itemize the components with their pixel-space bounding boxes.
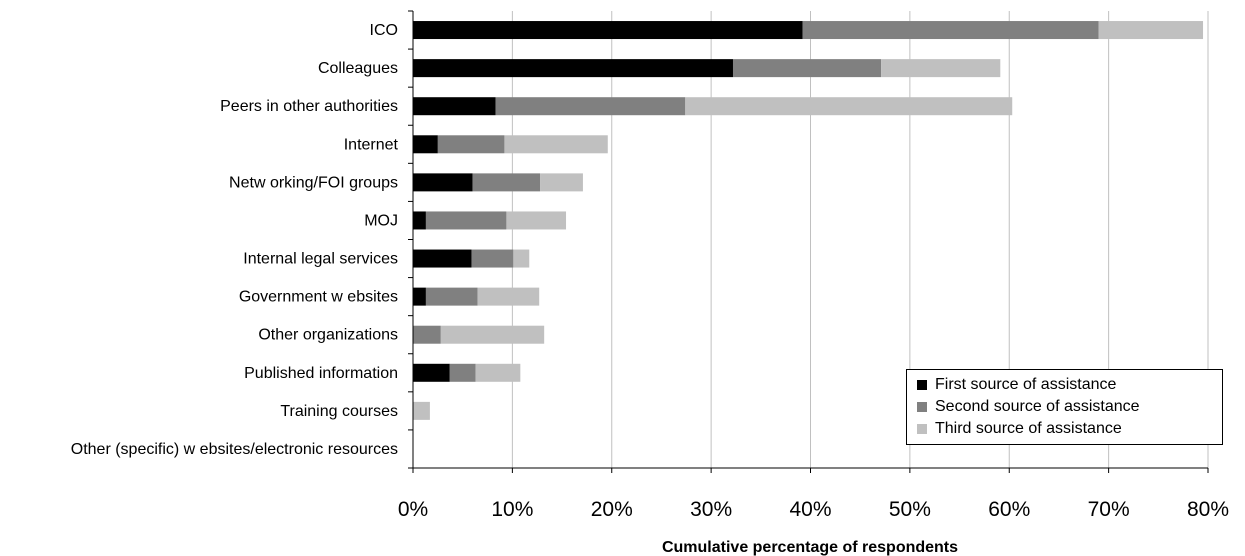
x-tick-label: 50% [889,498,931,521]
bar-segment-third [477,287,540,306]
bar-segment-first [413,97,496,116]
bar-segment-first [413,363,450,382]
category-label: Other organizations [258,327,398,344]
legend-swatch-second [917,402,927,412]
category-label: Training courses [280,403,398,420]
category-label: Other (specific) w ebsites/electronic re… [71,441,398,458]
bar-segment-third [413,401,430,420]
bar-segment-first [413,287,426,306]
bar-segment-second [449,363,476,382]
bar-segment-third [440,325,545,344]
bars [413,21,1204,420]
category-label: ICO [370,22,398,39]
legend-item-third: Third source of assistance [917,419,1122,439]
bar-segment-second [732,59,882,78]
bar-segment-second [802,21,1099,40]
bar-segment-third [513,249,530,268]
category-label: MOJ [364,212,398,229]
bar-segment-first [413,135,438,154]
x-axis-title: Cumulative percentage of respondents [662,539,958,556]
legend-label-third: Third source of assistance [935,420,1122,437]
bar-segment-third [504,135,608,154]
x-tick-label: 60% [988,498,1030,521]
x-tick-labels: 0% 10% 20% 30% 40% 50% 60% 70% 80% [398,498,1229,521]
category-labels: ICO Colleagues Peers in other authorities I… [71,22,399,458]
bar-segment-second [472,173,541,192]
bar-segment-second [413,325,441,344]
legend-label-first: First source of assistance [935,376,1117,393]
category-label: Peers in other authorities [220,98,398,115]
bar-segment-second [425,287,478,306]
legend-swatch-first [917,380,927,390]
bar-segment-third [506,211,567,230]
bar-segment-first [413,59,733,78]
bar-segment-second [495,97,686,116]
x-tick-label: 0% [398,498,428,521]
x-tick-label: 10% [491,498,533,521]
x-tick-label: 30% [690,498,732,521]
category-label: Internal legal services [243,251,398,268]
bar-segment-first [413,211,426,230]
x-tick-label: 20% [591,498,633,521]
gridlines [511,11,1209,468]
legend-item-first: First source of assistance [917,375,1116,395]
x-tick-label: 70% [1088,498,1130,521]
legend-item-second: Second source of assistance [917,397,1140,417]
bar-segment-second [425,211,507,230]
bar-segment-third [881,59,1001,78]
bar-segment-third [540,173,583,192]
category-label: Published information [244,365,398,382]
bar-segment-second [471,249,514,268]
category-label: Internet [344,136,399,153]
x-tick-label: 80% [1187,498,1229,521]
legend-label-second: Second source of assistance [935,398,1140,415]
bar-segment-first [413,249,472,268]
bar-segment-second [437,135,505,154]
category-label: Netw orking/FOI groups [229,174,398,191]
axes [408,10,1209,473]
category-label: Government w ebsites [239,289,398,306]
x-tick-label: 40% [789,498,831,521]
bar-segment-first [413,173,473,192]
legend: First source of assistance Second source… [906,369,1223,445]
legend-swatch-third [917,424,927,434]
category-label: Colleagues [318,60,398,77]
bar-segment-third [1098,21,1204,40]
bar-segment-third [475,363,521,382]
bar-segment-first [413,21,803,40]
bar-segment-third [685,97,1013,116]
